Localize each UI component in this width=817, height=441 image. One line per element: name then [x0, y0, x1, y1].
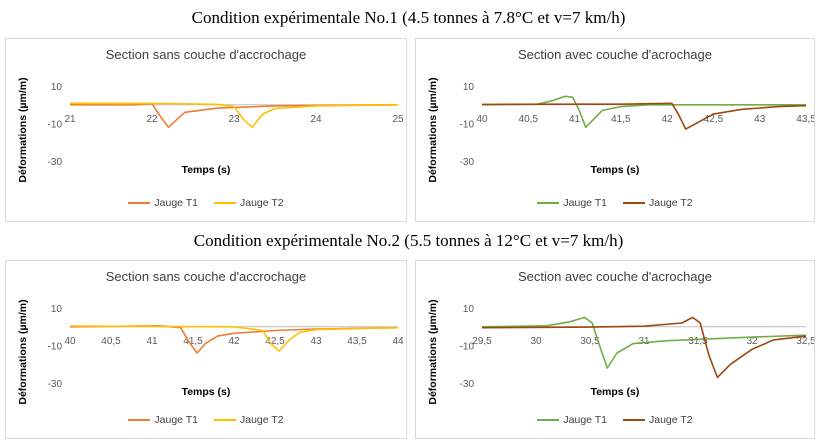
x-tick-label: 42,5 — [704, 114, 724, 125]
y-tick-label: -30 — [460, 379, 475, 390]
x-tick-label: 32 — [746, 336, 758, 347]
y-tick-label: -30 — [48, 379, 63, 390]
y-tick-label: -30 — [460, 157, 475, 168]
legend-swatch — [623, 202, 645, 205]
series-line-jauge-t2 — [481, 102, 807, 130]
legend-swatch — [214, 202, 236, 205]
chart-legend: Jauge T1 Jauge T2 — [416, 414, 814, 426]
legend-item: Jauge T2 — [214, 197, 284, 209]
x-tick-label: 30 — [530, 336, 542, 347]
x-tick-label: 40,5 — [101, 336, 121, 347]
series-line-jauge-t2 — [481, 316, 807, 379]
chart-panel-3: Section sans couche d'accrochage Déformat… — [5, 260, 407, 439]
chart-plot: 10 -10 -30 40 40,5 41 41,5 42 42,5 43 43,5 44 — [48, 304, 404, 390]
x-axis-label: Temps (s) — [590, 386, 640, 398]
legend-swatch — [537, 202, 560, 205]
x-tick-label: 23 — [228, 114, 240, 125]
x-tick-label: 41,5 — [183, 336, 203, 347]
y-tick-label: 10 — [463, 304, 475, 315]
y-tick-label: 10 — [51, 304, 63, 315]
chart-title: Section sans couche d'accrochage — [105, 269, 307, 284]
y-tick-label: 10 — [51, 82, 63, 93]
x-tick-label: 40 — [476, 114, 488, 125]
legend-swatch — [214, 419, 236, 422]
x-tick-label: 32,5 — [796, 336, 815, 347]
chart-plot: 10 -10 -30 21 22 23 24 25 — [48, 82, 404, 168]
legend-label: Jauge T1 — [563, 414, 607, 426]
chart-plot: 10 -10 -30 40 40,5 41 41,5 42 42,5 43 43,5 — [460, 82, 815, 168]
x-tick-label: 24 — [310, 114, 322, 125]
legend-swatch — [128, 202, 151, 205]
x-tick-label: 29,5 — [472, 336, 492, 347]
x-axis-label: Temps (s) — [590, 164, 640, 176]
x-tick-label: 41,5 — [611, 114, 631, 125]
legend-item: Jauge T1 — [537, 197, 607, 209]
y-tick-label: -10 — [48, 120, 63, 131]
x-tick-label: 43,5 — [347, 336, 367, 347]
x-tick-label: 30,5 — [580, 336, 600, 347]
x-tick-label: 40,5 — [519, 114, 539, 125]
series-line-jauge-t1 — [481, 316, 807, 369]
x-tick-label: 41 — [569, 114, 581, 125]
y-tick-label: -10 — [460, 120, 475, 131]
legend-label: Jauge T1 — [154, 414, 198, 426]
x-tick-label: 21 — [64, 114, 76, 125]
legend-item: Jauge T1 — [128, 414, 198, 426]
y-tick-label: 10 — [463, 82, 475, 93]
series-line-jauge-t2 — [69, 102, 399, 129]
x-tick-label: 40 — [64, 336, 76, 347]
x-axis-label: Temps (s) — [181, 386, 231, 398]
chart-panel-4: Section avec couche d'acrochage Déformati… — [415, 260, 815, 439]
x-tick-label: 25 — [392, 114, 404, 125]
legend-item: Jauge T2 — [623, 197, 693, 209]
x-tick-label: 41 — [146, 336, 158, 347]
x-tick-label: 42 — [662, 114, 674, 125]
legend-label: Jauge T2 — [649, 414, 693, 426]
condition-1-title: Condition expérimentale No.1 (4.5 tonnes… — [191, 8, 626, 27]
chart-panel-2: Section avec couche d'acrochage Déformati… — [415, 38, 815, 222]
legend-label: Jauge T2 — [649, 197, 693, 209]
chart-title: Section sans couche d'accrochage — [105, 47, 307, 62]
x-tick-label: 42,5 — [265, 336, 285, 347]
legend-item: Jauge T1 — [128, 197, 198, 209]
legend-label: Jauge T1 — [154, 197, 198, 209]
chart-legend: Jauge T1 Jauge T2 — [6, 414, 406, 426]
y-tick-label: -30 — [48, 157, 63, 168]
chart-panel-1: Section sans couche d'accrochage Déformat… — [5, 38, 407, 222]
series-line-jauge-t2 — [69, 325, 399, 352]
chart-plot: 10 -10 -30 29,5 30 30,5 31 31,5 32 32,5 — [460, 304, 815, 390]
x-tick-label: 31 — [638, 336, 650, 347]
legend-label: Jauge T1 — [563, 197, 607, 209]
chart-title: Section avec couche d'acrochage — [518, 269, 712, 284]
x-axis-label: Temps (s) — [181, 164, 231, 176]
legend-swatch — [537, 419, 560, 422]
legend-item: Jauge T2 — [623, 414, 693, 426]
y-tick-label: -10 — [460, 342, 475, 353]
x-tick-label: 22 — [146, 114, 158, 125]
legend-item: Jauge T1 — [537, 414, 607, 426]
chart-title: Section avec couche d'acrochage — [518, 47, 712, 62]
chart-legend: Jauge T1 Jauge T2 — [6, 197, 406, 209]
x-tick-label: 43 — [754, 114, 766, 125]
x-tick-label: 42 — [228, 336, 240, 347]
x-tick-label: 43,5 — [796, 114, 815, 125]
y-tick-label: -10 — [48, 342, 63, 353]
legend-swatch — [128, 419, 151, 422]
legend-label: Jauge T2 — [240, 414, 284, 426]
x-tick-label: 44 — [392, 336, 404, 347]
series-line-jauge-t1 — [481, 95, 806, 129]
x-tick-label: 31,5 — [688, 336, 708, 347]
chart-legend: Jauge T1 Jauge T2 — [416, 197, 814, 209]
legend-swatch — [623, 419, 645, 422]
legend-label: Jauge T2 — [240, 197, 284, 209]
condition-2-title: Condition expérimentale No.2 (5.5 tonnes… — [193, 231, 624, 250]
legend-item: Jauge T2 — [214, 414, 284, 426]
x-tick-label: 43 — [310, 336, 322, 347]
